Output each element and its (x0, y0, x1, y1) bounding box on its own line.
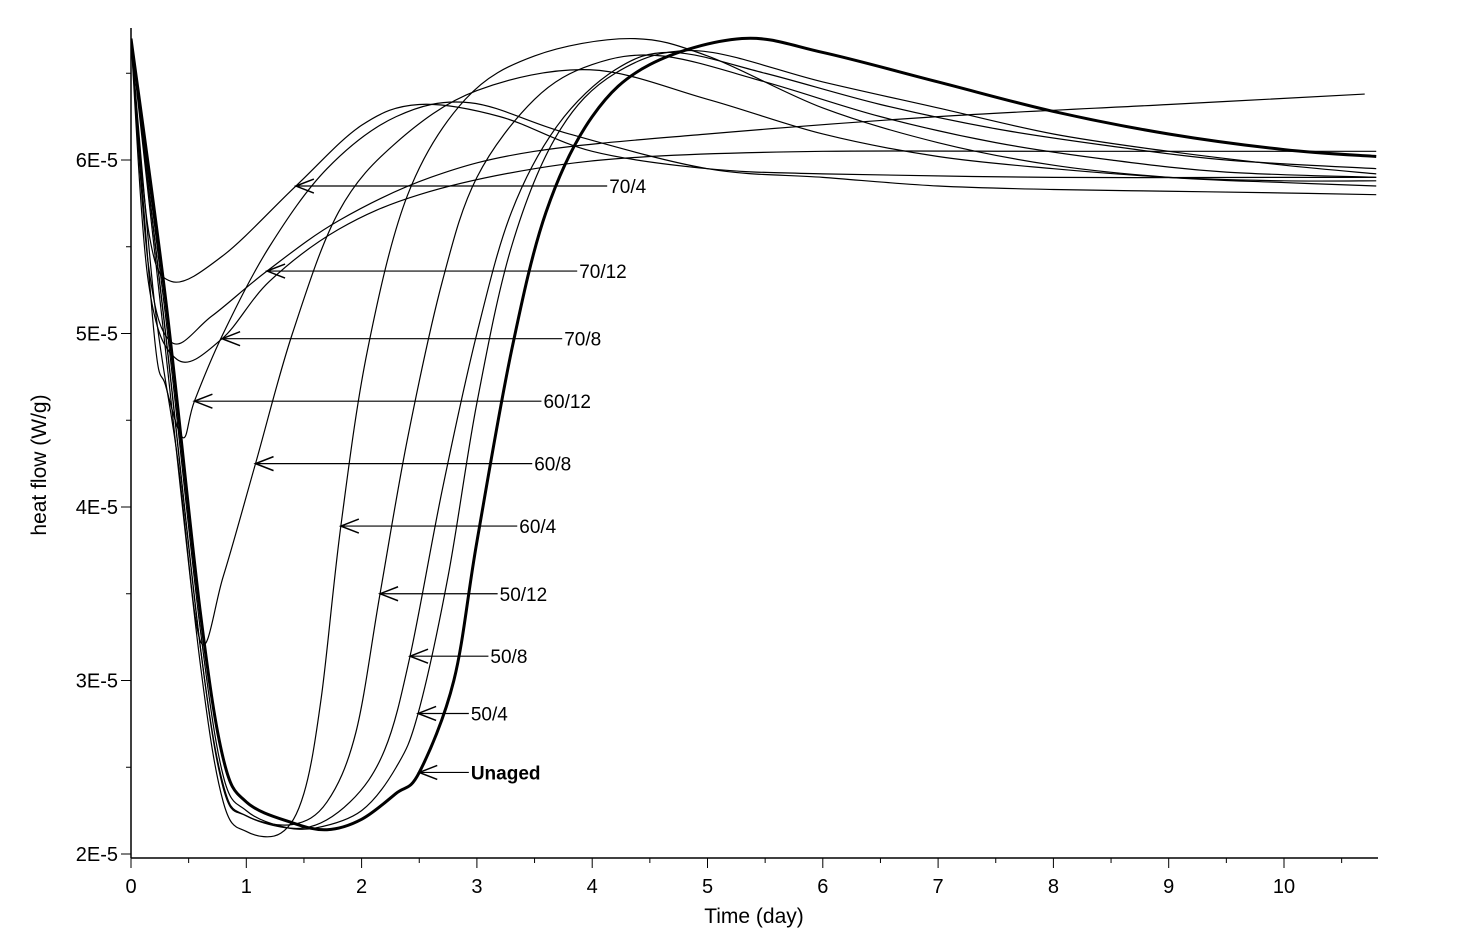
series-line-60-4 (131, 37, 1377, 838)
arrowhead-icon (264, 263, 286, 279)
x-axis-title: Time (day) (704, 905, 804, 928)
annotation-label: Unaged (471, 763, 541, 784)
annotation-60-8: 60/8 (253, 455, 571, 476)
arrowhead-icon (293, 178, 315, 194)
series-line-unaged (131, 36, 1377, 832)
series-line-60-12 (131, 38, 1377, 439)
annotation-label: 60/4 (519, 517, 556, 538)
series-line-70-12 (131, 38, 1365, 345)
axes: 0 1 2 3 4 5 6 7 8 9 10 2E-5 3E-5 4E-5 5E-5 6E-5 (76, 28, 1378, 898)
annotations: 70/4 70/12 70/8 60/12 60/8 60/4 50/12 50/8 50/4 U… (192, 177, 647, 784)
annotation-50-8: 50/8 (407, 647, 527, 668)
x-tick-label: 9 (1163, 876, 1174, 898)
annotation-70-4: 70/4 (293, 177, 647, 198)
arrowhead-icon (338, 518, 360, 534)
annotation-50-12: 50/12 (377, 585, 548, 606)
annotation-label: 70/12 (579, 262, 627, 283)
arrowhead-icon (377, 586, 399, 602)
x-tick-label: 2 (356, 876, 367, 898)
arrowhead-icon (417, 764, 438, 781)
series-line-60-8 (131, 38, 1377, 646)
y-tick-label: 2E-5 (76, 844, 118, 866)
series-line-50-8 (131, 38, 1377, 830)
annotation-label: 70/4 (609, 177, 646, 198)
annotation-70-8: 70/8 (220, 330, 601, 351)
y-tick-label: 3E-5 (76, 671, 118, 693)
x-tick-label: 5 (702, 876, 713, 898)
y-axis-title: heat flow (W/g) (28, 394, 51, 535)
annotation-70-12: 70/12 (264, 262, 627, 283)
series-line-70-4 (131, 38, 1377, 283)
annotation-60-12: 60/12 (192, 392, 591, 413)
y-tick-label: 6E-5 (76, 150, 118, 172)
x-tick-label: 1 (241, 876, 252, 898)
annotation-label: 60/8 (534, 455, 571, 476)
series-line-50-12 (131, 38, 1377, 826)
annotation-50-4: 50/4 (416, 704, 508, 725)
series-line-50-4 (131, 38, 1377, 830)
arrowhead-icon (416, 705, 437, 722)
x-tick-label: 8 (1048, 876, 1059, 898)
annotation-unaged: Unaged (417, 763, 541, 784)
arrowhead-icon (407, 648, 429, 664)
x-tick-label: 4 (587, 876, 598, 898)
y-tick-label: 4E-5 (76, 497, 118, 519)
annotation-label: 70/8 (564, 330, 601, 351)
series-lines (131, 36, 1377, 838)
annotation-label: 50/8 (490, 647, 527, 668)
x-tick-label: 7 (933, 876, 944, 898)
x-tick-label: 6 (817, 876, 828, 898)
y-tick-label: 5E-5 (76, 324, 118, 346)
annotation-label: 50/4 (471, 704, 508, 725)
arrowhead-icon (253, 455, 274, 472)
arrowhead-icon (220, 331, 241, 347)
x-tick-label: 3 (471, 876, 482, 898)
x-tick-label: 10 (1273, 876, 1295, 898)
x-tick-label: 0 (125, 876, 136, 898)
arrowhead-icon (192, 393, 213, 409)
annotation-label: 50/12 (500, 585, 548, 606)
annotation-60-4: 60/4 (338, 517, 557, 538)
annotation-label: 60/12 (543, 392, 591, 413)
series-line-70-8 (131, 38, 1377, 363)
